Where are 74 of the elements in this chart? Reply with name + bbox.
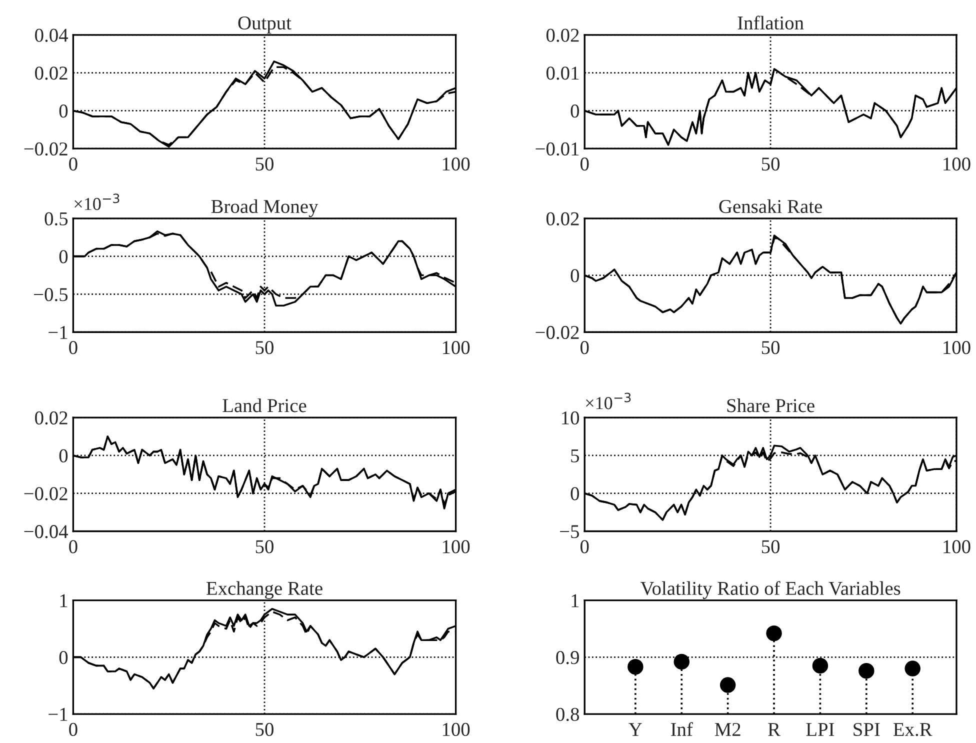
y-tick-label: 0.01 (546, 66, 579, 80)
x-tick-label: 50 (762, 157, 780, 171)
y-tick-label: −0.01 (536, 142, 579, 156)
x-tick-label: 50 (762, 341, 780, 354)
chart-title: Volatility Ratio of Each Variables (640, 581, 900, 599)
x-tick-label: Y (628, 723, 642, 736)
x-tick-label: Inf (670, 722, 693, 736)
x-tick-label: 50 (256, 341, 274, 354)
x-tick-label: 100 (442, 341, 470, 354)
x-tick-label: 100 (944, 540, 970, 554)
point (674, 654, 690, 670)
y-tick-label: −1 (48, 326, 68, 339)
x-tick-label: 100 (442, 540, 470, 554)
chart-title: Output (238, 16, 292, 34)
y-tick-label: 0.02 (35, 66, 68, 80)
chart-title: Broad Money (211, 199, 318, 218)
x-tick-label: LPI (806, 723, 834, 736)
point (904, 660, 920, 676)
y-tick-label: −0.5 (34, 288, 68, 302)
y-tick-label: 0 (570, 487, 580, 500)
y-tick-label: −0.02 (24, 142, 68, 156)
y-tick-label: 5 (571, 449, 580, 462)
point (720, 677, 736, 693)
y-tick-label: 0.5 (44, 212, 68, 226)
x-tick-label: 100 (442, 722, 470, 736)
chart-title: Inflation (738, 16, 804, 30)
y-tick-label: 0.8 (556, 708, 580, 722)
y-tick-label: 0.04 (35, 28, 68, 42)
y-tick-label: 1 (572, 594, 579, 608)
x-tick-label: 0 (69, 540, 78, 554)
x-tick-label: 50 (256, 722, 274, 736)
y-tick-label: −5 (560, 525, 580, 538)
x-tick-label: 50 (762, 540, 780, 554)
y-tick-label: 0 (59, 250, 68, 264)
x-tick-label: 0 (69, 341, 78, 354)
y-tick-label: −0.02 (24, 487, 68, 500)
y-tick-label: −0.02 (536, 326, 579, 340)
y-tick-label: 0.9 (556, 651, 579, 664)
x-tick-label: 100 (944, 157, 970, 171)
x-tick-label: Ex.R (893, 723, 932, 736)
x-tick-label: 0 (580, 157, 589, 171)
x-tick-label: 0 (580, 540, 589, 554)
text: ×10$^{−3}$ (74, 194, 120, 210)
y-tick-label: 0 (570, 269, 580, 282)
y-tick-label: 0 (59, 651, 68, 664)
y-tick-label: −1 (48, 708, 68, 721)
point (858, 662, 874, 679)
y-tick-label: 0.02 (546, 212, 579, 226)
x-tick-label: 0 (69, 157, 78, 171)
x-tick-label: 50 (256, 157, 274, 171)
x-tick-label: 50 (256, 540, 274, 554)
point (766, 625, 782, 642)
y-tick-label: 0 (59, 449, 68, 462)
point (628, 658, 644, 675)
chart-title: Share Price (727, 398, 814, 412)
x-tick-label: M2 (714, 722, 740, 736)
y-tick-label: 10 (562, 411, 580, 425)
y-tick-label: 1 (60, 594, 68, 608)
y-tick-label: 0.02 (546, 28, 579, 42)
y-tick-label: −0.04 (24, 525, 68, 538)
point (812, 658, 828, 674)
x-tick-label: 100 (442, 157, 470, 171)
x-tick-label: 0 (580, 341, 589, 354)
chart-title: Land Price (222, 398, 306, 412)
y-tick-label: 0 (570, 104, 580, 118)
text: ×10$^{−3}$ (586, 392, 631, 410)
x-tick-label: 0 (69, 722, 78, 736)
y-tick-label: 0.02 (35, 411, 68, 425)
x-tick-label: SPI (854, 722, 880, 736)
chart-title: Gensaki Rate (719, 199, 822, 214)
y-tick-label: 0 (59, 104, 68, 118)
chart-title: Exchange Rate (206, 581, 322, 599)
x-tick-label: R (768, 723, 780, 736)
x-tick-label: 100 (944, 341, 970, 354)
